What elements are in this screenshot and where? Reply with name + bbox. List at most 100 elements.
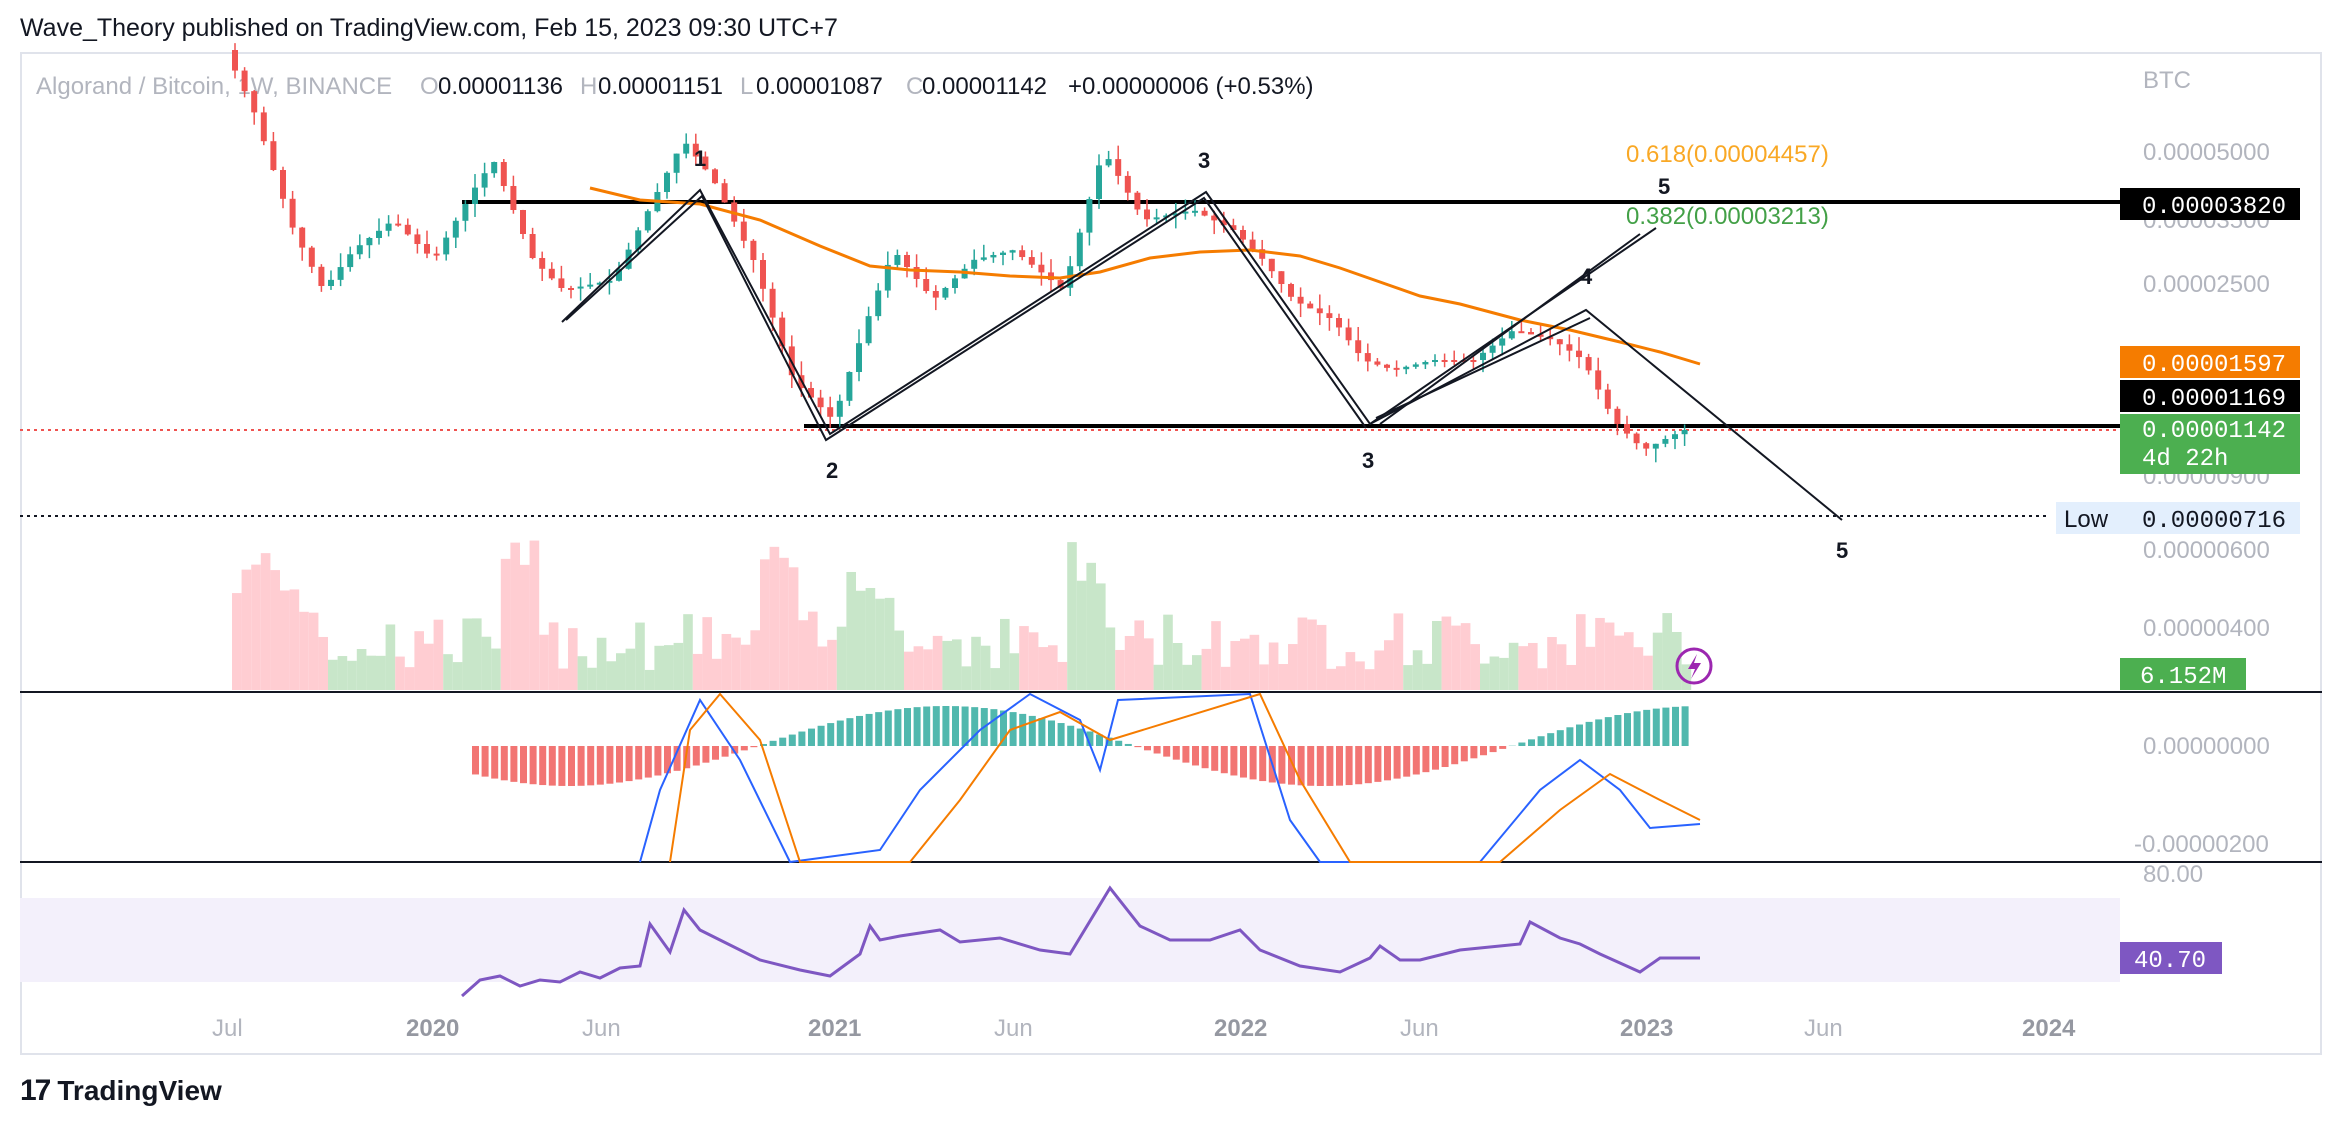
macd-histogram-bar: [942, 706, 950, 746]
lightning-icon[interactable]: [1675, 647, 1713, 685]
volume-bar: [356, 648, 367, 690]
macd-histogram-bar: [1566, 727, 1574, 746]
tradingview-logo-icon: 17: [20, 1074, 51, 1107]
volume-bar: [414, 631, 424, 690]
candle-body: [241, 70, 248, 92]
volume-bar: [1374, 650, 1384, 690]
volume-bar: [1451, 625, 1461, 690]
volume-bar: [1460, 623, 1471, 690]
candle-body: [1441, 360, 1448, 362]
volume-bar: [808, 611, 818, 690]
macd-histogram-bar: [1230, 746, 1238, 776]
wave-label: 3: [1362, 448, 1374, 473]
volume-bar: [1028, 632, 1039, 690]
candle-body: [1326, 313, 1333, 318]
volume-bar: [673, 642, 684, 690]
volume-bar: [366, 655, 376, 690]
macd-histogram-bar: [1614, 714, 1622, 746]
candle-body: [740, 221, 747, 241]
candle-body: [1432, 360, 1438, 362]
volume-bar: [385, 624, 396, 690]
macd-histogram-bar: [884, 710, 892, 746]
macd-histogram-bar: [990, 709, 998, 746]
candle-body: [904, 255, 910, 267]
macd-histogram-bar: [616, 746, 623, 783]
level-badge-high: [2120, 188, 2300, 220]
candle-body: [1297, 296, 1304, 304]
volume-bar: [1115, 649, 1125, 690]
volume-bar: [856, 590, 866, 690]
candle-body: [1019, 250, 1026, 258]
volume-bar: [1508, 642, 1519, 690]
price-axis-currency: BTC: [2143, 67, 2191, 94]
volume-bar: [1624, 632, 1634, 690]
tradingview-logo[interactable]: 17 TradingView: [20, 1074, 222, 1108]
price-tick: 0.00000600: [2143, 537, 2270, 564]
volume-bar: [932, 635, 943, 690]
candle-body: [280, 170, 286, 199]
candle-layer: [232, 43, 1688, 463]
last-price-badge: [2120, 414, 2300, 474]
macd-histogram-bar: [1441, 746, 1449, 768]
volume-bar: [1153, 664, 1164, 690]
macd-histogram-bar: [817, 725, 825, 746]
macd-histogram-bar: [1172, 746, 1180, 760]
wave-label: 3: [1198, 148, 1210, 173]
candle-body: [1009, 250, 1016, 253]
volume-bar: [1211, 621, 1221, 690]
macd-histogram-bar: [1000, 710, 1007, 746]
volume-bar: [1662, 613, 1672, 690]
candle-body: [692, 143, 699, 157]
macd-histogram-bar: [1105, 737, 1113, 746]
candle-body: [356, 245, 363, 255]
candle-body: [1192, 210, 1198, 213]
chart-frame[interactable]: [20, 52, 2322, 1055]
candle-body: [548, 268, 555, 279]
candle-body: [942, 288, 949, 298]
fib-label-382: 0.382(0.00003213): [1626, 203, 1829, 230]
candle-body: [443, 237, 450, 255]
volume-badge-text: 6.152M: [2140, 664, 2226, 691]
macd-histogram-bar: [1240, 746, 1247, 778]
candle-body: [1585, 357, 1592, 371]
macd-histogram-bar: [1662, 707, 1670, 746]
candle-body: [952, 278, 958, 288]
moving-average-line: [589, 186, 1701, 366]
candle-body: [500, 162, 507, 186]
candle-body: [1086, 199, 1093, 233]
macd-histogram-bar: [731, 746, 739, 754]
volume-bar: [1585, 646, 1596, 690]
candle-body: [404, 224, 411, 235]
fib-label-618: 0.618(0.00004457): [1626, 141, 1829, 168]
candle-body: [424, 244, 430, 254]
volume-bar: [462, 618, 472, 690]
macd-histogram-bar: [1076, 728, 1084, 746]
legend-high-label: H: [580, 73, 597, 100]
macd-histogram-bar: [1038, 718, 1046, 746]
macd-histogram-bar: [1211, 746, 1219, 771]
candle-body: [1403, 366, 1410, 370]
candle-body: [1556, 339, 1563, 345]
volume-bar: [664, 645, 674, 690]
candle-body: [894, 255, 901, 265]
time-label: 2023: [1620, 1015, 1673, 1042]
candle-body: [1489, 345, 1496, 353]
macd-histogram-bar: [1499, 746, 1507, 749]
candle-body: [1374, 361, 1381, 365]
level-badge-high-text: 0.00003820: [2142, 194, 2286, 221]
candle-body: [1268, 258, 1275, 272]
macd-histogram-bar: [1681, 706, 1689, 746]
volume-bar: [1499, 657, 1509, 690]
volume-bar: [1201, 648, 1212, 690]
candle-body: [1355, 340, 1362, 354]
macd-histogram-bar: [1278, 746, 1286, 784]
macd-histogram-bar: [1480, 746, 1487, 756]
volume-bar: [1134, 620, 1144, 690]
macd-histogram-bar: [1249, 746, 1257, 780]
volume-bar: [1547, 637, 1557, 690]
volume-bar: [1384, 640, 1394, 690]
macd-histogram-bar: [769, 740, 777, 746]
macd-histogram-bar: [702, 746, 710, 763]
volume-bar: [1288, 644, 1298, 690]
